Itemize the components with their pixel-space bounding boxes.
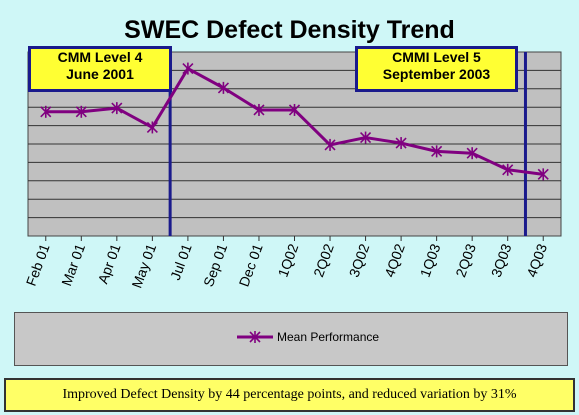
x-tick-label: Jul 01 bbox=[167, 241, 195, 282]
x-tick-label: 4Q03 bbox=[523, 241, 550, 279]
chart-title: SWEC Defect Density Trend bbox=[124, 16, 455, 44]
data-point bbox=[182, 62, 194, 75]
data-point bbox=[502, 163, 514, 176]
x-tick-label: Dec 01 bbox=[236, 241, 266, 288]
data-point bbox=[75, 105, 87, 118]
data-point bbox=[466, 147, 478, 160]
footer-summary: Improved Defect Density by 44 percentage… bbox=[4, 378, 575, 412]
x-tick-label: Feb 01 bbox=[23, 241, 53, 288]
data-point bbox=[324, 138, 336, 151]
x-tick-label: 2Q02 bbox=[310, 241, 337, 279]
data-point bbox=[253, 103, 265, 116]
cmm-level-4-callout: CMM Level 4 June 2001 bbox=[28, 46, 172, 92]
x-tick-label: 4Q02 bbox=[381, 241, 408, 279]
legend-item: Mean Performance bbox=[235, 326, 379, 348]
data-point bbox=[360, 131, 372, 144]
legend-label: Mean Performance bbox=[277, 330, 380, 344]
x-tick-label: May 01 bbox=[128, 241, 159, 290]
callout-line: June 2001 bbox=[66, 66, 134, 82]
data-point bbox=[537, 168, 549, 181]
x-tick-label: 1Q02 bbox=[275, 241, 302, 279]
data-point bbox=[431, 145, 443, 158]
callout-line: CMMI Level 5 bbox=[392, 49, 481, 65]
data-point bbox=[217, 81, 229, 94]
x-tick-label: 2Q03 bbox=[452, 241, 479, 279]
callout-line: September 2003 bbox=[382, 66, 491, 82]
data-point bbox=[40, 105, 52, 118]
x-tick-label: 3Q03 bbox=[488, 241, 515, 279]
data-point bbox=[395, 137, 407, 150]
x-tick-label: 1Q03 bbox=[417, 241, 444, 279]
x-tick-label: Sep 01 bbox=[200, 241, 230, 288]
cmmi-level-5-callout: CMMI Level 5 September 2003 bbox=[355, 46, 518, 92]
x-tick-label: 3Q02 bbox=[346, 241, 373, 279]
x-tick-label: Apr 01 bbox=[95, 241, 124, 285]
data-point bbox=[288, 103, 301, 116]
legend-swatch bbox=[237, 331, 273, 343]
data-point bbox=[146, 121, 158, 134]
callout-line: CMM Level 4 bbox=[57, 49, 143, 65]
series-layer bbox=[40, 62, 549, 181]
legend: Mean Performance bbox=[14, 312, 568, 366]
data-point bbox=[111, 102, 123, 115]
x-axis-ticks: Feb 01 Mar 01 Apr 01 May 01 Jul 01 Sep 01 Dec … bbox=[23, 236, 550, 290]
x-tick-label: Mar 01 bbox=[58, 241, 88, 288]
